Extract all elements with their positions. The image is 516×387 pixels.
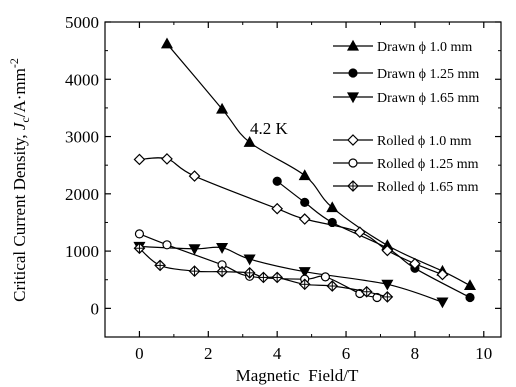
plot-frame: [104, 21, 502, 338]
data-point: [216, 265, 228, 278]
data-point: [298, 278, 311, 291]
data-point: [465, 292, 475, 303]
legend-entry: Drawn ϕ 1.25 mm: [333, 67, 479, 82]
temperature-annotation: 4.2 K: [250, 119, 289, 138]
marker-outline: [409, 257, 421, 270]
marker-outline: [436, 268, 449, 281]
data-point: [298, 267, 311, 278]
y-axis-title-sub: c: [18, 117, 32, 122]
data-point: [353, 226, 366, 239]
marker-outline: [271, 202, 284, 215]
data-point: [162, 240, 172, 250]
data-point: [188, 265, 201, 277]
legend-entry: Rolled ϕ 1.0 mm: [333, 134, 472, 149]
series-6: [133, 242, 394, 303]
marker-outline: [381, 244, 394, 257]
y-tick-label: 0: [91, 299, 100, 318]
data-point: [133, 242, 146, 255]
series-4: [133, 153, 449, 281]
svg-text:Critical Current Density, Jc/A: Critical Current Density, Jc/A·mm-2: [7, 58, 32, 302]
data-point: [272, 176, 282, 186]
legend-marker: [348, 68, 358, 78]
legend-marker: [346, 39, 360, 51]
legend-label: Drawn ϕ 1.65 mm: [377, 91, 479, 106]
data-point: [381, 291, 394, 303]
y-tick-label: 5000: [65, 13, 99, 32]
legend-label: Drawn ϕ 1.25 mm: [377, 67, 479, 82]
data-point: [257, 271, 270, 284]
legend-entry: Drawn ϕ 1.65 mm: [333, 91, 479, 106]
y-tick-label: 2000: [65, 185, 99, 204]
legend: Drawn ϕ 1.0 mm Drawn ϕ 1.25 mm Drawn ϕ 1.6…: [333, 39, 479, 195]
data-point: [133, 153, 146, 166]
y-tick-label: 1000: [65, 242, 99, 261]
data-point: [372, 292, 382, 303]
x-axis-title: Magnetic Field/T: [236, 366, 359, 385]
legend-marker: [346, 92, 360, 104]
legend-marker: [347, 134, 359, 146]
marker-outline: [353, 226, 366, 239]
legend-marker: [347, 180, 359, 192]
series-line: [139, 157, 443, 276]
legend-label: Rolled ϕ 1.25 mm: [377, 157, 479, 172]
data-point: [188, 170, 201, 182]
data-point: [243, 267, 256, 279]
legend-label: Drawn ϕ 1.0 mm: [377, 40, 472, 55]
data-point: [298, 213, 311, 225]
x-tick-label: 4: [273, 344, 282, 363]
x-tick-label: 2: [204, 344, 213, 363]
data-point: [409, 257, 421, 270]
series-line: [139, 233, 378, 299]
data-point: [300, 197, 310, 208]
data-point: [326, 201, 339, 213]
legend-label: Rolled ϕ 1.65 mm: [377, 180, 479, 195]
data-point: [298, 169, 311, 181]
legend-entry: Rolled ϕ 1.65 mm: [333, 180, 479, 195]
data-point: [436, 268, 449, 281]
data-point: [381, 279, 394, 291]
series-5: [134, 229, 382, 303]
series-3: [133, 241, 449, 309]
x-tick-label: 10: [475, 344, 492, 363]
data-point: [216, 243, 229, 254]
data-point: [271, 202, 284, 215]
data-point: [154, 259, 166, 272]
data-point: [188, 244, 201, 256]
x-tick-label: 0: [135, 344, 144, 363]
y-axis-title-sup: -2: [7, 58, 21, 68]
y-axis-title-main: Critical Current Density,: [10, 130, 29, 302]
data-point: [463, 279, 477, 291]
data-point: [436, 297, 449, 309]
data-point: [161, 153, 173, 165]
marker-outline: [347, 134, 359, 146]
x-tick-label: 8: [411, 344, 420, 363]
data-point: [326, 280, 339, 292]
legend-label: Rolled ϕ 1.0 mm: [377, 134, 472, 149]
y-tick-label: 4000: [65, 70, 99, 89]
data-point: [134, 229, 145, 239]
legend-entry: Rolled ϕ 1.25 mm: [333, 157, 479, 172]
legend-marker: [348, 158, 358, 168]
data-point: [243, 254, 256, 266]
data-point: [216, 102, 229, 114]
data-point: [160, 37, 174, 49]
marker-outline: [188, 170, 201, 182]
legend-entry: Drawn ϕ 1.0 mm: [333, 39, 472, 55]
marker-outline: [133, 153, 146, 166]
y-axis-title: Critical Current Density, Jc/A·mm-2: [7, 58, 32, 302]
y-axis-title-unit: /A·mm: [10, 68, 29, 117]
marker-outline: [298, 213, 311, 225]
y-tick-label: 3000: [65, 128, 99, 147]
data-point: [243, 136, 256, 147]
data-point: [271, 271, 284, 284]
data-point: [360, 285, 373, 298]
data-point: [381, 244, 394, 257]
y-axis-title-var: J: [10, 121, 29, 130]
marker-outline: [161, 153, 173, 165]
x-tick-label: 6: [342, 344, 351, 363]
data-point: [320, 272, 330, 282]
